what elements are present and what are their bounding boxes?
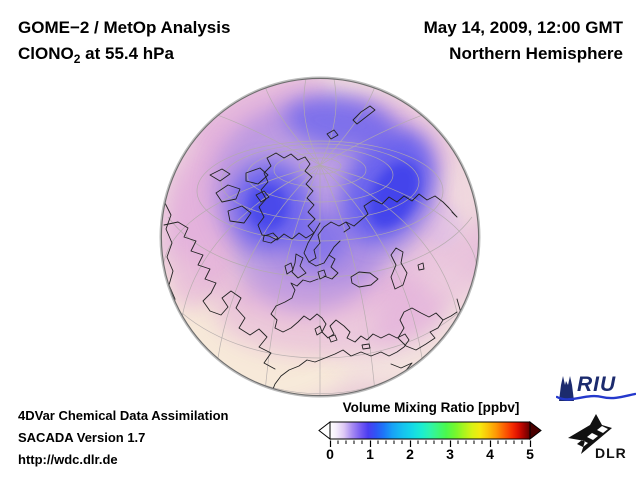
colorbar-tick-2: 2 — [406, 446, 414, 462]
page-title: GOME−2 / MetOp Analysis — [18, 18, 231, 37]
footer-line-assimilation: 4DVar Chemical Data Assimilation — [18, 408, 229, 423]
colorbar-gradient — [318, 421, 542, 447]
riu-logo-graphics — [555, 376, 637, 401]
mixing-ratio-field — [161, 78, 479, 396]
footer-line-url: http://wdc.dlr.de — [18, 452, 118, 467]
datetime-label: May 14, 2009, 12:00 GMT — [423, 18, 623, 37]
colorbar-tick-1: 1 — [366, 446, 374, 462]
river-wave-icon — [555, 392, 637, 401]
colorbar-tick-0: 0 — [326, 446, 334, 462]
dlr-logo-text: DLR — [595, 445, 627, 461]
dlr-logo-graphics — [568, 414, 612, 454]
page-subtitle: ClONO2 at 55.4 hPa — [18, 41, 230, 68]
formula-subscript: 2 — [73, 52, 81, 66]
colorbar-tick-5: 5 — [526, 446, 534, 462]
colorbar-title: Volume Mixing Ratio [ppbv] — [342, 400, 520, 415]
footer-block: 4DVar Chemical Data Assimilation SACADA … — [18, 405, 229, 471]
dlr-mark-icon — [568, 414, 612, 454]
formula-prefix: ClONO — [18, 44, 74, 63]
colorbar-minor-ticks — [337, 440, 523, 444]
globe-rim — [159, 76, 481, 398]
coastlines — [163, 105, 462, 396]
colorbar-tick-3: 3 — [446, 446, 454, 462]
colorbar-right-arrow — [529, 421, 542, 441]
cathedral-icon — [559, 376, 574, 401]
hemisphere-label: Northern Hemisphere — [449, 44, 623, 63]
dlr-logo: DLR — [566, 412, 636, 464]
page-title-block: GOME−2 / MetOp Analysis ClONO2 at 55.4 h… — [18, 15, 230, 68]
formula-suffix: at 55.4 hPa — [80, 44, 174, 63]
footer-line-version: SACADA Version 1.7 — [18, 430, 146, 445]
colorbar-left-arrow — [318, 421, 331, 441]
colorbar-major-ticks — [329, 440, 532, 447]
colorbar-tick-4: 4 — [486, 446, 494, 462]
globe-map — [159, 76, 481, 398]
globe-rim-inner — [160, 77, 480, 397]
riu-logo-text: RIU — [577, 373, 617, 396]
colorbar: Volume Mixing Ratio [ppbv] — [318, 400, 544, 466]
datetime-block: May 14, 2009, 12:00 GMT Northern Hemisph… — [424, 15, 623, 67]
riu-logo: RIU — [555, 373, 637, 405]
